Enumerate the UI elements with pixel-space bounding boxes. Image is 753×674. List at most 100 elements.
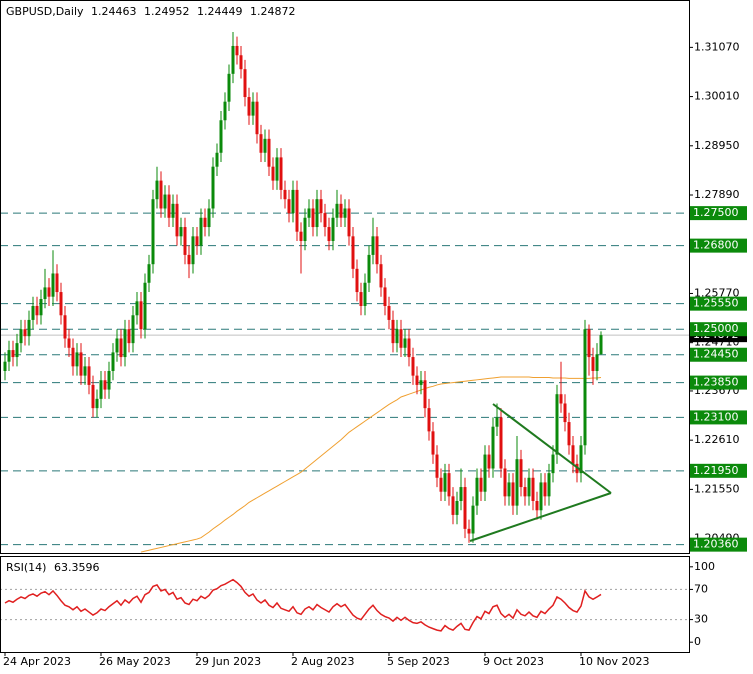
candle-body xyxy=(307,208,311,218)
candle-body xyxy=(123,329,127,358)
candle-body xyxy=(451,496,455,515)
level-label-box xyxy=(690,322,747,337)
candle-body xyxy=(387,305,391,320)
candle-body xyxy=(239,55,243,70)
candle-body xyxy=(255,101,259,135)
candle-body xyxy=(559,394,563,404)
level-label: 1.25550 xyxy=(693,297,739,310)
header-open: 1.24463 xyxy=(91,5,137,18)
candle-body xyxy=(219,120,223,153)
candle-body xyxy=(443,473,447,492)
candle-body xyxy=(199,217,203,246)
candle-body xyxy=(551,454,555,474)
candle-body xyxy=(99,380,103,399)
candle-body xyxy=(375,236,379,265)
candle-body xyxy=(351,236,355,269)
candle-body xyxy=(171,203,175,218)
candle-body xyxy=(407,338,411,358)
level-label-box xyxy=(690,463,747,478)
candle-body xyxy=(127,329,131,344)
candle-body xyxy=(423,380,427,409)
candle-body xyxy=(447,473,451,497)
y-tick-label: 1.27890 xyxy=(694,188,740,201)
candle-body xyxy=(131,315,135,344)
candle-body xyxy=(251,101,255,116)
rsi-panel-border xyxy=(0,556,690,653)
candle-body xyxy=(543,482,547,497)
candle-body xyxy=(323,213,327,228)
candle-body xyxy=(555,394,559,455)
candle-body xyxy=(359,292,363,306)
candle-body xyxy=(151,199,155,265)
candle-body xyxy=(107,370,111,390)
candle-body xyxy=(311,208,315,228)
trend-line xyxy=(492,403,612,494)
rsi-y-tick-label: 30 xyxy=(694,613,708,626)
y-tick-label: 1.28950 xyxy=(694,139,740,152)
candle-body xyxy=(67,338,71,348)
candle-body xyxy=(95,398,99,409)
candle-body xyxy=(159,180,163,209)
candle-body xyxy=(191,236,195,265)
candle-body xyxy=(187,254,191,265)
candle-body xyxy=(535,500,539,511)
candle-body xyxy=(347,208,351,237)
rsi-header: RSI(14) 63.3596 xyxy=(6,561,99,574)
ma-line xyxy=(140,376,602,553)
candle-body xyxy=(139,301,143,330)
candle-body xyxy=(163,194,167,209)
candle-body xyxy=(467,528,471,534)
candle-body xyxy=(283,189,287,200)
candle-body xyxy=(63,315,67,339)
candle-body xyxy=(115,338,119,353)
header-low: 1.24449 xyxy=(197,5,243,18)
candle-body xyxy=(259,134,263,153)
candle-body xyxy=(243,69,247,98)
candle-body xyxy=(155,180,159,200)
candle-body xyxy=(275,157,279,181)
y-tick-label: 1.21550 xyxy=(694,482,740,495)
candle-body xyxy=(363,282,367,306)
candle-body xyxy=(539,482,543,511)
rsi-value: 63.3596 xyxy=(54,561,100,574)
candle-body xyxy=(563,403,567,423)
candle-body xyxy=(515,459,519,506)
candle-body xyxy=(399,329,403,348)
candle-body xyxy=(527,477,531,497)
rsi-y-tick-label: 0 xyxy=(694,635,701,648)
candle-body xyxy=(19,329,23,344)
candle-body xyxy=(495,417,499,427)
candle-body xyxy=(303,217,307,241)
candle-body xyxy=(175,203,179,237)
candle-body xyxy=(511,482,515,506)
candle-body xyxy=(143,282,147,330)
candle-body xyxy=(147,264,151,283)
candle-body xyxy=(327,227,331,241)
candle-body xyxy=(455,500,459,515)
candle-body xyxy=(55,273,59,293)
level-label-box xyxy=(690,347,747,362)
candle-body xyxy=(43,287,47,300)
candle-body xyxy=(203,217,207,228)
candle-body xyxy=(271,166,275,181)
candle-body xyxy=(103,380,107,390)
candle-body xyxy=(267,138,271,167)
candle-body xyxy=(227,73,231,102)
x-tick-label: 2 Aug 2023 xyxy=(291,655,354,668)
y-tick-label: 1.31070 xyxy=(694,40,740,53)
ma-layer xyxy=(140,376,602,553)
candle-body xyxy=(499,417,503,469)
candle-body xyxy=(111,352,115,371)
trend-line xyxy=(469,492,612,542)
level-label-box xyxy=(690,537,747,552)
x-tick-label: 9 Oct 2023 xyxy=(483,655,544,668)
candle-body xyxy=(295,189,299,232)
candle-body xyxy=(79,352,83,376)
candle-body xyxy=(291,189,295,214)
candle-body xyxy=(487,454,491,469)
candle-body xyxy=(395,329,399,344)
candle-body xyxy=(435,454,439,478)
candle-body xyxy=(235,45,239,56)
y-tick-label: 1.22610 xyxy=(694,433,740,446)
x-tick-label: 5 Sep 2023 xyxy=(387,655,450,668)
